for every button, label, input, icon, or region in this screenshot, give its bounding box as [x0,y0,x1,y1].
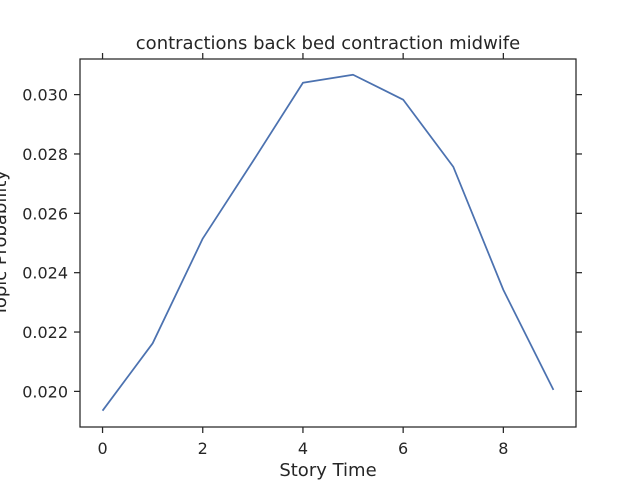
x-tick-label: 8 [498,439,508,458]
x-tick-label: 6 [398,439,408,458]
y-tick-label: 0.024 [22,264,68,283]
x-axis-label: Story Time [279,460,376,480]
x-tick-label: 0 [97,439,107,458]
y-tick-label: 0.022 [22,323,68,342]
plot-area: 0 2 4 6 8 0.020 0.022 0.024 0.026 0.028 0.030 [22,53,582,458]
series-line [101,73,555,412]
chart-title: contractions back bed contraction midwif… [136,33,520,54]
y-tick-label: 0.020 [22,382,68,401]
y-tick-label: 0.028 [22,145,68,164]
axes-frame [79,58,577,428]
y-tick-label: 0.030 [22,86,68,105]
x-tick-label: 2 [198,439,208,458]
x-tick-label: 4 [298,439,308,458]
y-axis-label: Topic Probability [0,170,11,317]
y-tick-label: 0.026 [22,204,68,223]
